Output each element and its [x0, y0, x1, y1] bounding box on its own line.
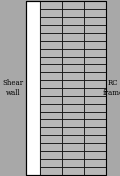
Bar [40, 25, 62, 33]
Bar [84, 135, 106, 143]
Bar [40, 96, 62, 104]
Bar [84, 159, 106, 167]
Bar [84, 127, 106, 135]
Bar [40, 127, 62, 135]
Bar [62, 143, 84, 151]
Text: RC
frame: RC frame [102, 79, 120, 97]
Bar [84, 41, 106, 49]
Bar [40, 151, 62, 159]
Bar [84, 120, 106, 127]
Bar [84, 17, 106, 25]
Bar [84, 96, 106, 104]
Bar [84, 49, 106, 56]
Bar [84, 167, 106, 175]
Bar [84, 88, 106, 96]
Bar [40, 72, 62, 80]
Bar [84, 64, 106, 72]
Bar [40, 17, 62, 25]
Bar [84, 80, 106, 88]
Bar [62, 104, 84, 112]
Bar [84, 104, 106, 112]
Bar [40, 33, 62, 41]
Bar [26, 1, 106, 175]
Bar [84, 72, 106, 80]
Bar [62, 167, 84, 175]
Bar [40, 104, 62, 112]
Bar [40, 112, 62, 120]
Bar [84, 56, 106, 64]
Bar [40, 143, 62, 151]
Bar [62, 56, 84, 64]
Bar [62, 112, 84, 120]
Bar [40, 56, 62, 64]
Bar [62, 1, 84, 9]
Bar [40, 49, 62, 56]
Bar [40, 159, 62, 167]
Bar [62, 80, 84, 88]
Bar [62, 159, 84, 167]
Bar [62, 64, 84, 72]
Bar [84, 25, 106, 33]
Bar [84, 33, 106, 41]
Bar [84, 143, 106, 151]
Bar [62, 9, 84, 17]
Bar [84, 9, 106, 17]
Bar [40, 120, 62, 127]
Bar [26, 1, 40, 175]
Bar [62, 49, 84, 56]
Bar [62, 88, 84, 96]
Bar [40, 135, 62, 143]
Bar [40, 1, 62, 9]
Bar [62, 72, 84, 80]
Bar [40, 88, 62, 96]
Bar [40, 64, 62, 72]
Bar [84, 151, 106, 159]
Bar [62, 17, 84, 25]
Bar [84, 112, 106, 120]
Bar [40, 167, 62, 175]
Bar [84, 1, 106, 9]
Bar [62, 33, 84, 41]
Bar [40, 80, 62, 88]
Bar [62, 120, 84, 127]
Bar [62, 151, 84, 159]
Text: Shear
wall: Shear wall [2, 79, 24, 97]
Bar [40, 41, 62, 49]
Bar [62, 96, 84, 104]
Bar [62, 135, 84, 143]
Bar [62, 127, 84, 135]
Bar [62, 25, 84, 33]
Bar [62, 41, 84, 49]
Bar [40, 9, 62, 17]
